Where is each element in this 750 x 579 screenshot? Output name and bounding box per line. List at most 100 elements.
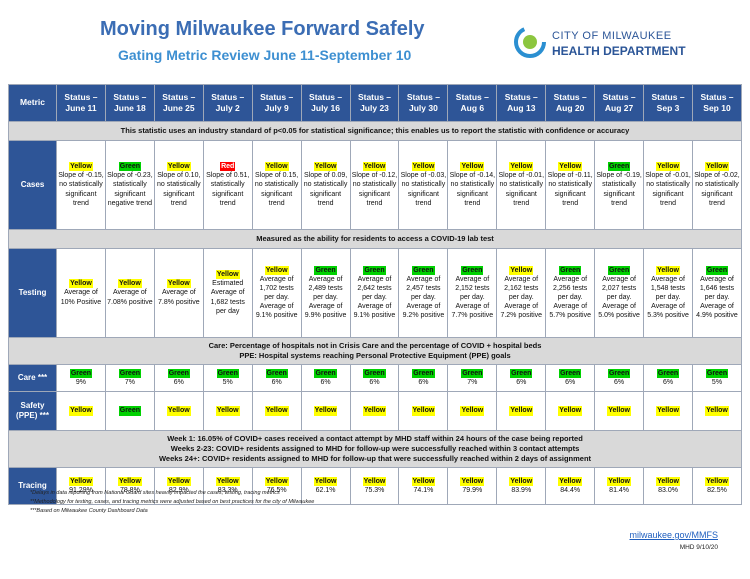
- status-cell: Yellow Slope of 0.15, no statistically si…: [251, 140, 302, 230]
- header-cell: Status – Sep 3: [643, 84, 693, 122]
- note-line: Care: Percentage of hospitals not in Cri…: [208, 340, 542, 350]
- status-cell: Yellow: [349, 391, 400, 431]
- status-cell: Green 6%: [398, 364, 449, 392]
- status-badge: Yellow: [411, 162, 436, 172]
- status-cell: Yellow Average of 1,548 tests per day. Av…: [643, 248, 693, 338]
- status-badge: Yellow: [215, 270, 240, 280]
- status-cell: Yellow: [545, 391, 596, 431]
- status-badge: Green: [167, 368, 190, 378]
- status-cell: Yellow Slope of -0.01, no statistically s…: [496, 140, 547, 230]
- status-badge: Red: [220, 162, 236, 172]
- status-cell: Yellow Slope of 0.09, no statistically si…: [300, 140, 351, 230]
- status-badge: Yellow: [656, 162, 680, 172]
- status-badge: Green: [265, 368, 288, 378]
- status-text: 74.1%: [413, 487, 434, 494]
- status-text: 83.0%: [658, 487, 678, 494]
- header-cell: Status – Sep 10: [691, 84, 743, 122]
- status-cell: Yellow Estimated Average of 1,682 tests p…: [202, 248, 253, 338]
- status-badge: Yellow: [69, 406, 93, 416]
- status-cell: Yellow: [691, 391, 743, 431]
- status-badge: Yellow: [411, 476, 436, 486]
- status-text: Slope of -0.01, no statistically signifi…: [498, 172, 545, 207]
- status-cell: Yellow 84.4%: [545, 467, 596, 505]
- status-cell: Yellow: [447, 391, 498, 431]
- subtitle: Gating Metric Review June 11-September 1…: [118, 47, 412, 63]
- status-text: 78.8%: [119, 487, 140, 494]
- status-cell: Yellow Average of 1,702 tests per day. Av…: [251, 248, 302, 338]
- status-cell: Yellow 82.5%: [691, 467, 743, 505]
- status-cell: Yellow Slope of 0.10, no statistically si…: [153, 140, 204, 230]
- status-cell: Yellow Slope of -0.12, no statistically s…: [349, 140, 400, 230]
- status-cell: Yellow 91.29%: [56, 467, 106, 505]
- status-cell: Yellow Slope of -0.14, no statistically s…: [447, 140, 498, 230]
- status-text: Slope of -0.23, statistically significan…: [107, 172, 153, 207]
- note-line: Weeks 2-23: COVID+ residents assigned to…: [170, 443, 580, 453]
- status-badge: Green: [461, 265, 484, 275]
- status-badge: Green: [607, 162, 631, 172]
- note-row: Measured as the ability for residents to…: [8, 229, 742, 249]
- status-cell: Green Average of 2,027 tests per day. Ave…: [594, 248, 645, 338]
- status-badge: Yellow: [264, 476, 289, 486]
- status-cell: Green 5%: [691, 364, 743, 392]
- status-cell: Green Average of 2,457 tests per day. Ave…: [398, 248, 449, 338]
- status-cell: Green 6%: [594, 364, 645, 392]
- status-text: 75.3%: [364, 487, 385, 494]
- status-badge: Green: [118, 406, 141, 416]
- status-cell: Yellow 79.9%: [447, 467, 498, 505]
- status-cell: Green 9%: [56, 364, 106, 392]
- link[interactable]: milwaukee.gov/MMFS: [629, 530, 718, 540]
- status-badge: Yellow: [313, 162, 338, 172]
- status-badge: Green: [705, 368, 729, 378]
- header-cell: Status – Aug 20: [545, 84, 596, 122]
- status-cell: Yellow: [153, 391, 204, 431]
- note-line: PPE: Hospital systems reaching Personal …: [239, 351, 511, 360]
- status-cell: Yellow 78.8%: [104, 467, 155, 505]
- metric-row: Cases Yellow Slope of -0.15, no statistica…: [8, 140, 743, 230]
- status-badge: Green: [69, 368, 93, 378]
- status-badge: Yellow: [362, 406, 387, 416]
- status-text: 82.9%: [168, 487, 189, 494]
- header-cell: Status – June 11: [56, 84, 106, 122]
- header-cell: Status – Aug 27: [594, 84, 645, 122]
- status-badge: Green: [216, 368, 239, 378]
- note-row: This statistic uses an industry standard…: [8, 121, 742, 141]
- status-badge: Yellow: [558, 406, 583, 416]
- status-cell: Green Slope of -0.23, statistically signi…: [104, 140, 155, 230]
- status-cell: Yellow 83.9%: [496, 467, 547, 505]
- status-badge: Yellow: [166, 279, 191, 289]
- note-cell: Care: Percentage of hospitals not in Cri…: [8, 337, 742, 365]
- status-cell: Green 6%: [153, 364, 204, 392]
- status-badge: Yellow: [166, 406, 191, 416]
- status-badge: Yellow: [656, 476, 680, 486]
- status-cell: Yellow Slope of -0.02, no statistically s…: [691, 140, 743, 230]
- status-badge: Yellow: [460, 476, 485, 486]
- status-cell: Yellow Slope of -0.11, no statistically s…: [545, 140, 596, 230]
- footnote: *Delays in data reporting from National …: [30, 490, 280, 496]
- header-row: Metric Status – June 11 Status – June 18 St…: [8, 84, 743, 122]
- status-text: Slope of 0.10, no statistically signific…: [157, 172, 201, 207]
- note-line: Week 1: 16.05% of COVID+ cases received …: [167, 433, 583, 443]
- status-badge: Yellow: [411, 406, 436, 416]
- status-text: 6%: [614, 379, 625, 386]
- status-text: 6%: [271, 379, 282, 386]
- row-label: Cases: [8, 140, 57, 230]
- status-badge: Yellow: [264, 406, 289, 416]
- status-cell: Green 6%: [545, 364, 596, 392]
- status-cell: Yellow Slope of -0.01, no statistically s…: [643, 140, 693, 230]
- status-badge: Yellow: [607, 476, 631, 486]
- status-cell: Green 6%: [349, 364, 400, 392]
- status-text: Slope of -0.02, no statistically signifi…: [694, 172, 740, 207]
- status-cell: Yellow: [251, 391, 302, 431]
- status-cell: Yellow 75.3%: [349, 467, 400, 505]
- status-cell: Green: [104, 391, 155, 431]
- status-cell: Green 6%: [643, 364, 693, 392]
- status-badge: Yellow: [705, 406, 729, 416]
- status-text: Slope of -0.14, no statistically signifi…: [449, 172, 496, 207]
- status-badge: Green: [412, 368, 435, 378]
- status-badge: Green: [510, 368, 533, 378]
- status-text: Average of 2,642 tests per day. Average …: [353, 275, 396, 320]
- status-text: 84.4%: [560, 487, 581, 494]
- status-text: Average of 10% Positive: [60, 289, 102, 306]
- status-cell: Yellow: [56, 391, 106, 431]
- status-badge: Green: [559, 368, 582, 378]
